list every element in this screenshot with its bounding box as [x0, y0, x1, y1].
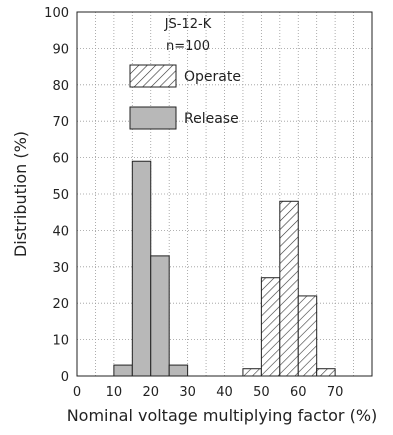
x-axis-label: Nominal voltage multiplying factor (%): [67, 406, 378, 425]
legend-swatch-operate: [129, 64, 177, 88]
plot-frame: [76, 11, 373, 377]
legend-label-release: Release: [184, 111, 239, 127]
y-tick-label: 40: [52, 224, 69, 239]
x-tick-label: 70: [327, 385, 344, 400]
y-tick-label: 60: [52, 152, 69, 167]
x-tick-label: 30: [179, 385, 196, 400]
x-tick-label: 20: [142, 385, 159, 400]
bars: [113, 160, 336, 377]
bar-release: [168, 364, 189, 377]
y-tick-label: 30: [52, 261, 69, 276]
y-tick-label: 0: [61, 370, 69, 385]
x-tick-label: 40: [216, 385, 233, 400]
bar-operate: [316, 368, 336, 377]
annotation-model: JS-12-K: [164, 17, 212, 32]
y-tick-label: 10: [52, 334, 69, 349]
y-tick-label: 50: [52, 188, 69, 203]
x-tick-label: 60: [290, 385, 307, 400]
bar-release: [131, 160, 152, 377]
tick-labels: 0 10 20 30 40 50 60 70 80 90 100 0 10 20 30 40 50 60 70: [44, 6, 343, 400]
y-tick-label: 100: [44, 6, 69, 21]
x-tick-label: 50: [253, 385, 270, 400]
annotation-sample-size: n=100: [166, 39, 210, 54]
bar-operate: [242, 368, 262, 377]
legend-label-operate: Operate: [184, 69, 241, 85]
bar-operate: [260, 277, 281, 377]
bar-release: [150, 255, 170, 377]
legend-swatch-release: [129, 106, 177, 130]
y-axis-label: Distribution (%): [11, 131, 30, 257]
grid: [77, 12, 372, 376]
y-tick-label: 80: [52, 79, 69, 94]
x-tick-label: 0: [73, 385, 81, 400]
x-tick-label: 10: [106, 385, 123, 400]
bar-operate: [297, 295, 318, 377]
bar-operate: [279, 200, 299, 377]
y-tick-label: 90: [52, 42, 69, 57]
bar-release: [113, 364, 133, 377]
y-tick-label: 70: [52, 115, 69, 130]
y-tick-label: 20: [52, 297, 69, 312]
